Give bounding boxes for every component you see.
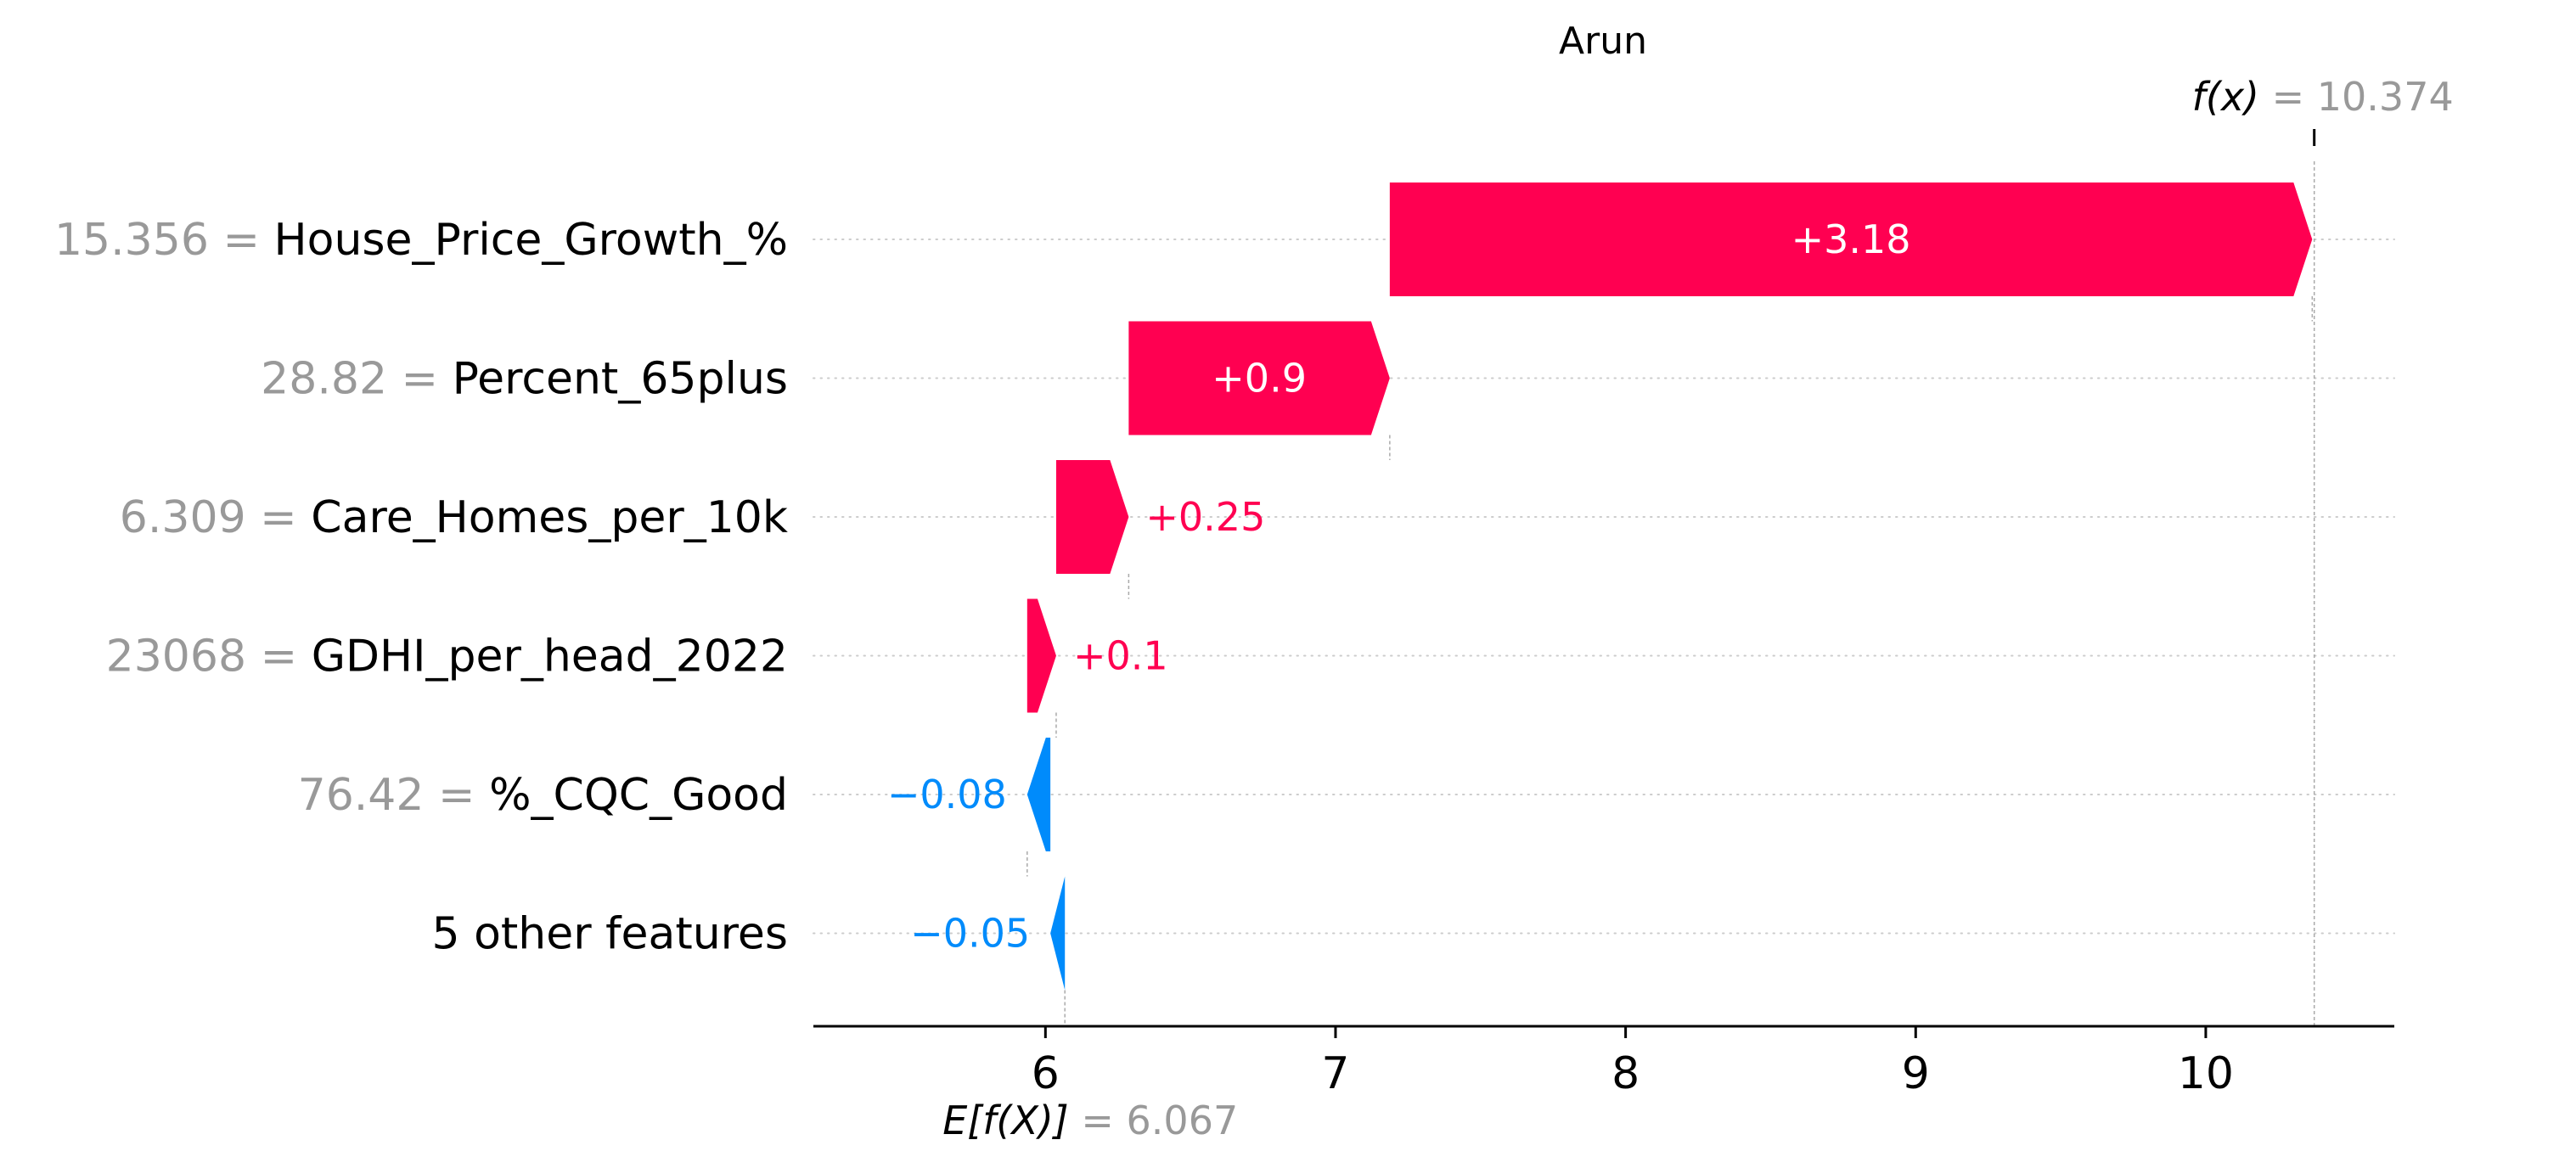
x-tick-label: 8 <box>1611 1048 1640 1099</box>
feature-label: 15.356 = House_Price_Growth_% <box>54 215 788 266</box>
feature-name: 5 other features <box>431 909 788 960</box>
bar-value-label: +0.1 <box>1073 633 1168 679</box>
feature-labels: 15.356 = House_Price_Growth_% 28.82 = Per… <box>54 215 788 960</box>
feature-label: 5 other features <box>431 909 788 960</box>
final-value-annotation-symbol: f(x) <box>2192 74 2272 120</box>
feature-label: 6.309 = Care_Homes_per_10k <box>120 492 788 543</box>
feature-name: House_Price_Growth_% <box>274 215 788 266</box>
bar <box>1055 460 1129 574</box>
bar <box>1050 876 1066 991</box>
bars: +3.18 +0.9 +0.25 +0.1 −0.08 −0.05 <box>887 182 2313 991</box>
feature-value: 23068 = <box>106 632 312 682</box>
grid-lines <box>813 239 2395 935</box>
feature-label: 28.82 = Percent_65plus <box>261 354 788 405</box>
bar-value-label: −0.08 <box>887 772 1007 817</box>
feature-name: Percent_65plus <box>453 354 788 405</box>
bar <box>1026 598 1056 713</box>
final-value-annotation-value: = 10.374 <box>2272 74 2454 120</box>
guide-lines <box>1026 129 2316 1026</box>
bar-value-label: +0.9 <box>1212 356 1307 402</box>
feature-label: 76.42 = %_CQC_Good <box>298 770 788 821</box>
chart-title: Arun <box>1559 20 1647 63</box>
x-tick-label: 10 <box>2178 1048 2234 1099</box>
feature-value: 28.82 = <box>261 354 453 405</box>
feature-value: 6.309 = <box>120 492 312 543</box>
bar-value-label: −0.05 <box>910 911 1030 957</box>
feature-name: Care_Homes_per_10k <box>311 492 788 543</box>
feature-name: %_CQC_Good <box>489 770 788 821</box>
bar <box>1389 182 2313 296</box>
x-axis: 6 7 8 9 10 <box>813 1025 2394 1099</box>
bar-value-label: +0.25 <box>1145 494 1265 540</box>
base-value-annotation-symbol: E[f(X)] <box>942 1098 1081 1143</box>
base-value-annotation: E[f(X)] = 6.067 <box>942 1098 1238 1143</box>
base-value-annotation-value: = 6.067 <box>1081 1098 1238 1143</box>
x-tick-label: 7 <box>1321 1048 1349 1099</box>
bar-value-label: +3.18 <box>1791 216 1911 262</box>
x-tick-label: 9 <box>1902 1048 1930 1099</box>
feature-name: GDHI_per_head_2022 <box>312 632 788 682</box>
final-value-annotation: f(x) = 10.374 <box>2192 74 2454 120</box>
feature-value: 15.356 = <box>54 215 274 266</box>
feature-value: 76.42 = <box>298 770 490 821</box>
value-annotations: f(x) = 10.374 E[f(X)] = 6.067 <box>942 74 2454 1143</box>
feature-label: 23068 = GDHI_per_head_2022 <box>106 632 788 682</box>
bar <box>1026 738 1051 851</box>
bar <box>1128 321 1390 435</box>
x-tick-label: 6 <box>1032 1048 1060 1099</box>
